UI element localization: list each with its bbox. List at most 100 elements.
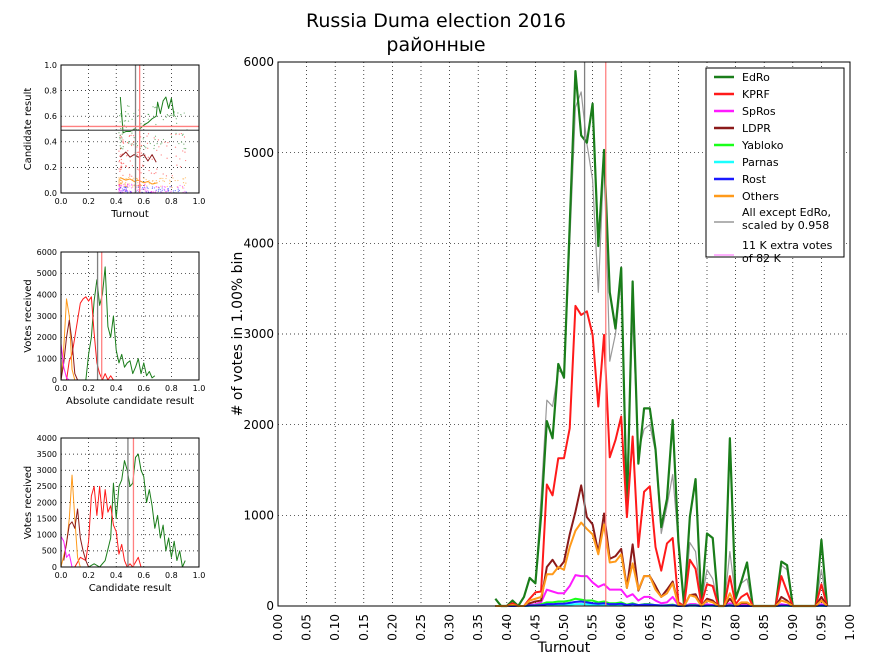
scatter-point [169,179,171,181]
scatter-point [161,142,163,144]
scatter-point [184,151,186,153]
x-tick-label: 1.00 [843,614,857,641]
y-tick-label: 2000 [37,498,57,507]
legend-item: 11 K extra votes of 82 K [714,239,833,265]
scatter-point [128,105,130,107]
scatter-point [141,184,143,187]
scatter-point [153,172,155,175]
legend-item: SpRos [714,105,776,118]
scatter-point [178,189,180,192]
scatter-point [132,178,134,180]
legend-item: KPRF [714,88,770,101]
scatter-point [130,134,132,136]
scatter-point [183,136,186,138]
scatter-point [155,189,157,191]
scatter-point [142,138,144,140]
scatter-point [142,164,144,166]
legend-label: Others [742,190,779,203]
x-tick-label: 0.0 [55,384,68,393]
scatter-point [119,182,122,184]
x-tick-label: 0.2 [82,384,95,393]
y-tick-label: 2500 [37,482,57,491]
x-tick-label: 0.6 [137,384,150,393]
scatter-point [136,186,138,188]
scatter-point [156,168,158,170]
scatter-point [136,189,139,192]
scatter-point [185,159,187,162]
scatter-point [183,184,186,186]
scatter-point [131,143,133,145]
scatter-point [147,187,149,190]
scatter-point [170,186,172,188]
scatter-point [136,177,138,180]
legend-label: All except EdRo, [742,206,831,219]
scatter-point [129,160,131,162]
scatter-point [119,141,121,144]
scatter-point [144,183,146,185]
legend-item: Others [714,190,779,203]
scatter-point [151,191,153,193]
scatter-point [131,184,133,186]
scatter-point [166,145,168,147]
scatter-point [124,111,127,113]
scatter-point [146,186,148,188]
scatter-point [153,137,155,139]
scatter-point [118,177,120,179]
scatter-point [155,186,157,188]
x-tick-label: 0.0 [55,197,68,206]
scatter-point [124,185,126,187]
scatter-point [147,156,149,158]
scatter-point [123,188,125,190]
x-axis-label: Absolute candidate result [66,396,194,407]
x-tick-label: 1.0 [193,197,206,206]
scatter-point [119,115,121,117]
scatter-point [182,133,184,135]
scatter-point [137,115,139,117]
x-tick-label: 0.8 [165,197,178,206]
x-tick-label: 0.25 [414,614,428,641]
scatter-point [144,190,146,192]
scatter-point [119,155,121,157]
scatter-point [122,140,124,142]
scatter-point [163,188,165,190]
scatter-point [162,138,165,141]
axes-frame [60,251,200,381]
scatter-point [128,167,130,169]
scatter-point [143,185,146,187]
scatter-point [144,186,146,189]
scatter-point [128,177,130,179]
scatter-point [140,136,142,138]
scatter-point [123,124,125,126]
scatter-point [137,151,139,153]
scatter-point [185,182,187,184]
x-axis-label: Candidate result [89,583,172,594]
legend-item: All except EdRo,scaled by 0.958 [714,206,831,232]
scatter-point [125,188,127,190]
scatter-point [163,186,166,188]
scatter-point [162,177,164,180]
candidate-result-hist-plot: 0.0 0.2 0.4 0.6 0.8 1.0 0 500 1000 1500 2000 2500 30… [23,434,205,594]
scatter-point [123,185,125,187]
scatter-point [160,185,162,187]
scatter-point [132,184,134,186]
scatter-point [120,136,122,138]
scatter-point [124,189,126,191]
scatter-point [143,177,145,179]
y-tick-label: 2000 [37,333,57,342]
scatter-point [174,146,177,148]
scatter-point [137,182,139,184]
scatter-point [181,187,184,189]
scatter-point [171,114,173,116]
scatter-point [127,113,129,115]
scatter-point [166,157,168,159]
scatter-point [118,182,120,184]
scatter-point [136,154,138,156]
scatter-point [147,191,150,193]
scatter-point [121,190,123,192]
scatter-point [181,185,184,188]
scatter-point [131,132,133,134]
scatter-point [166,190,168,193]
y-tick-label: 1500 [37,514,57,523]
y-tick-label: 1000 [37,354,57,363]
